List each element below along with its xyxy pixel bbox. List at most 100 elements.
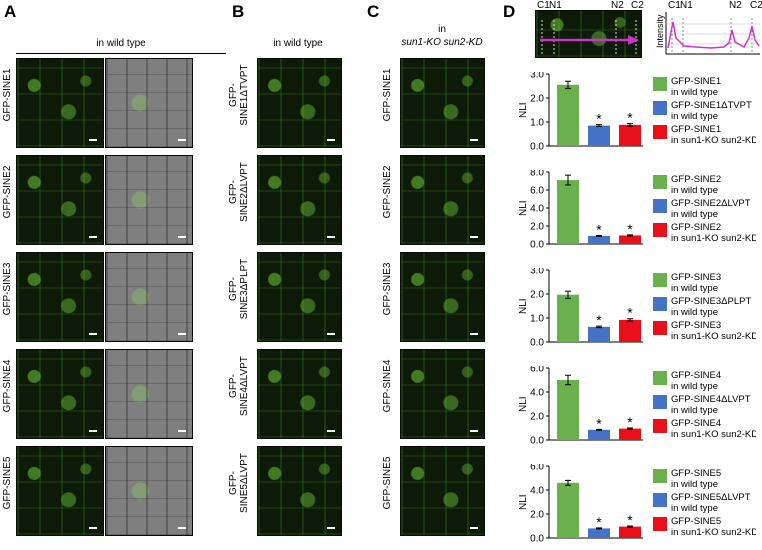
panel-c-header-line1: in (438, 24, 446, 35)
scale-bar (89, 139, 97, 141)
significance-asterisk: * (596, 111, 602, 127)
scale-bar (470, 236, 478, 238)
profile-micrograph (535, 10, 642, 58)
scale-bar (89, 236, 97, 238)
legend-sublabel: in wild type (671, 503, 718, 514)
panel-letter-a: A (4, 2, 17, 21)
bar (557, 180, 579, 244)
profile-label: C2 (750, 0, 762, 11)
y-tick-label: 0.0 (530, 338, 544, 349)
significance-asterisk: * (627, 110, 633, 126)
significance-asterisk: * (596, 514, 602, 530)
panel-b-row-label: GFP- SINE2ΔLVPT (228, 162, 250, 222)
legend-label: GFP-SINE2ΔLVPT (671, 198, 751, 209)
scale-bar (470, 139, 478, 141)
bar (588, 326, 610, 342)
significance-asterisk: * (596, 221, 602, 237)
legend-swatch (653, 125, 667, 139)
panel-a-merged-image (105, 155, 193, 245)
y-tick-label: 0.0 (530, 240, 544, 251)
profile-label: N1 (680, 0, 693, 11)
legend-sublabel: in wild type (671, 381, 718, 392)
legend-swatch (653, 371, 667, 385)
y-axis-label: NLI (518, 494, 529, 510)
panel-c-fluorescence-image (400, 252, 485, 342)
panel-c-row-label: GFP-SINE3 (382, 262, 393, 316)
legend-sublabel: in wild type (671, 479, 718, 490)
legend-label: GFP-SINE1 (671, 124, 721, 135)
panel-b-row-label: GFP- SINE3ΔPLPT (228, 258, 250, 320)
y-tick-label: 0.0 (530, 436, 544, 447)
legend-swatch (653, 101, 667, 115)
legend-swatch (653, 419, 667, 433)
panel-a-row-label: GFP-SINE5 (2, 456, 13, 510)
error-bar (565, 374, 571, 386)
legend-swatch (653, 297, 667, 311)
legend-swatch (653, 223, 667, 237)
legend-sublabel: in wild type (671, 405, 718, 416)
panel-a-fluorescence-image (16, 446, 104, 536)
bar (588, 429, 610, 440)
error-bar (565, 479, 571, 486)
scale-bar (178, 527, 186, 529)
panel-a-header: in wild type (96, 38, 146, 49)
panel-c-row-label: GFP-SINE5 (382, 456, 393, 510)
panel-c-fluorescence-image (400, 58, 485, 148)
y-tick-label: 4.0 (530, 204, 544, 215)
legend-sublabel: in sun1-KO sun2-KD (671, 429, 756, 440)
legend-label: GFP-SINE1 (671, 76, 721, 87)
y-axis-label: NLI (518, 200, 529, 216)
y-tick-label: 1.0 (530, 314, 544, 325)
legend-swatch (653, 469, 667, 483)
y-tick-label: 2.0 (530, 222, 544, 233)
panel-b-fluorescence-image (257, 58, 342, 148)
legend-label: GFP-SINE4 (671, 418, 721, 429)
error-bar (596, 124, 602, 128)
panel-a-fluorescence-image (16, 155, 104, 245)
legend-swatch (653, 77, 667, 91)
y-tick-label: 3.0 (530, 72, 544, 81)
panel-letter-c: C (367, 2, 380, 21)
y-tick-label: 6.0 (530, 464, 544, 473)
bar (557, 294, 579, 342)
y-tick-label: 3.0 (530, 268, 544, 277)
scale-bar (327, 236, 335, 238)
bar (619, 428, 641, 440)
legend-label: GFP-SINE2 (671, 174, 721, 185)
legend-swatch (653, 321, 667, 335)
legend-sublabel: in wild type (671, 111, 718, 122)
legend-label: GFP-SINE3 (671, 320, 721, 331)
error-bar (565, 174, 571, 186)
panel-b-row-label: GFP- SINE5ΔLVPT (228, 453, 250, 513)
legend-swatch (653, 199, 667, 213)
bar (619, 124, 641, 146)
error-bar (627, 318, 633, 322)
scale-bar (470, 430, 478, 432)
y-tick-label: 2.0 (530, 510, 544, 521)
legend-label: GFP-SINE4ΔLVPT (671, 394, 751, 405)
y-tick-label: 2.0 (530, 94, 544, 105)
bar (588, 125, 610, 146)
panel-b-fluorescence-image (257, 252, 342, 342)
y-tick-label: 4.0 (530, 486, 544, 497)
legend-sublabel: in wild type (671, 209, 718, 220)
y-axis-label: NLI (518, 396, 529, 412)
significance-asterisk: * (627, 512, 633, 528)
legend-sublabel: in sun1-KO sun2-KD (671, 331, 756, 342)
y-tick-label: 0.0 (530, 142, 544, 153)
legend-label: GFP-SINE5 (671, 516, 721, 527)
legend-sublabel: in sun1-KO sun2-KD (671, 527, 756, 538)
scale-bar (327, 333, 335, 335)
error-bar (627, 123, 633, 127)
scale-bar (327, 430, 335, 432)
error-bar (596, 234, 602, 237)
legend-sublabel: in wild type (671, 307, 718, 318)
panel-b-fluorescence-image (257, 349, 342, 439)
legend-sublabel: in wild type (671, 185, 718, 196)
significance-asterisk: * (627, 221, 633, 237)
profile-arrow (540, 20, 639, 55)
